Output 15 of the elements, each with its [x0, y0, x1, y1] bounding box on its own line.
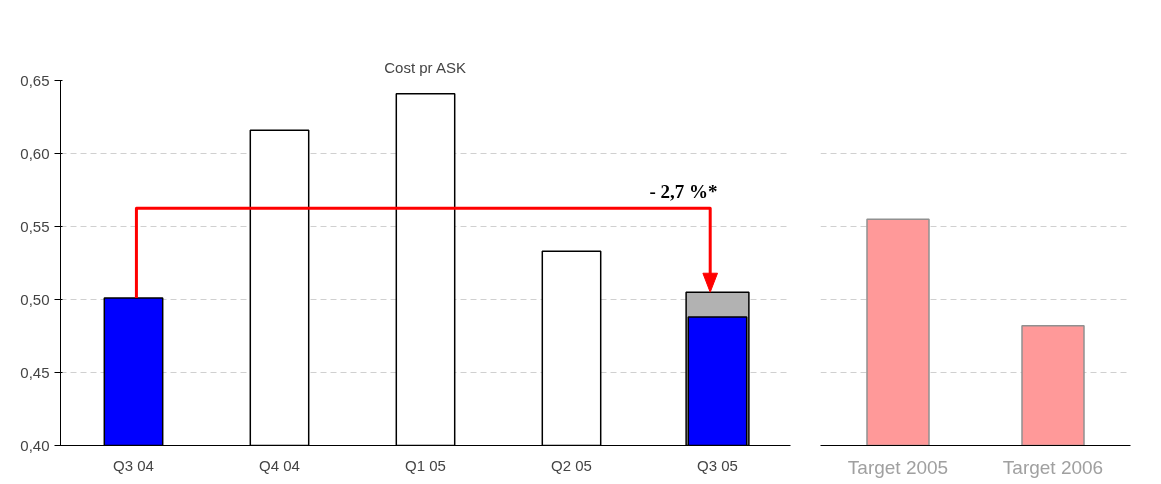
x-tick-label: Q1 05 — [405, 456, 446, 474]
x-tick-label: Target 2005 — [847, 456, 949, 478]
x-tick-label: Q3 04 — [113, 456, 154, 474]
y-tick-label: 0,60 — [20, 144, 50, 162]
annotation: - 2,7 %* — [649, 181, 718, 203]
x-tick-label: Target 2006 — [1002, 456, 1104, 478]
y-tick-label: 0,45 — [20, 363, 50, 381]
chart-title: Cost pr ASK — [384, 58, 466, 76]
y-tick-label: 0,65 — [20, 71, 50, 89]
x-tick-label: Q4 04 — [259, 456, 300, 474]
x-tick-label: Q3 05 — [697, 456, 738, 474]
y-tick-label: 0,50 — [20, 290, 50, 308]
y-tick-label: 0,55 — [20, 217, 50, 235]
x-tick-label: Q2 05 — [551, 456, 592, 474]
y-tick-label: 0,40 — [20, 436, 50, 454]
